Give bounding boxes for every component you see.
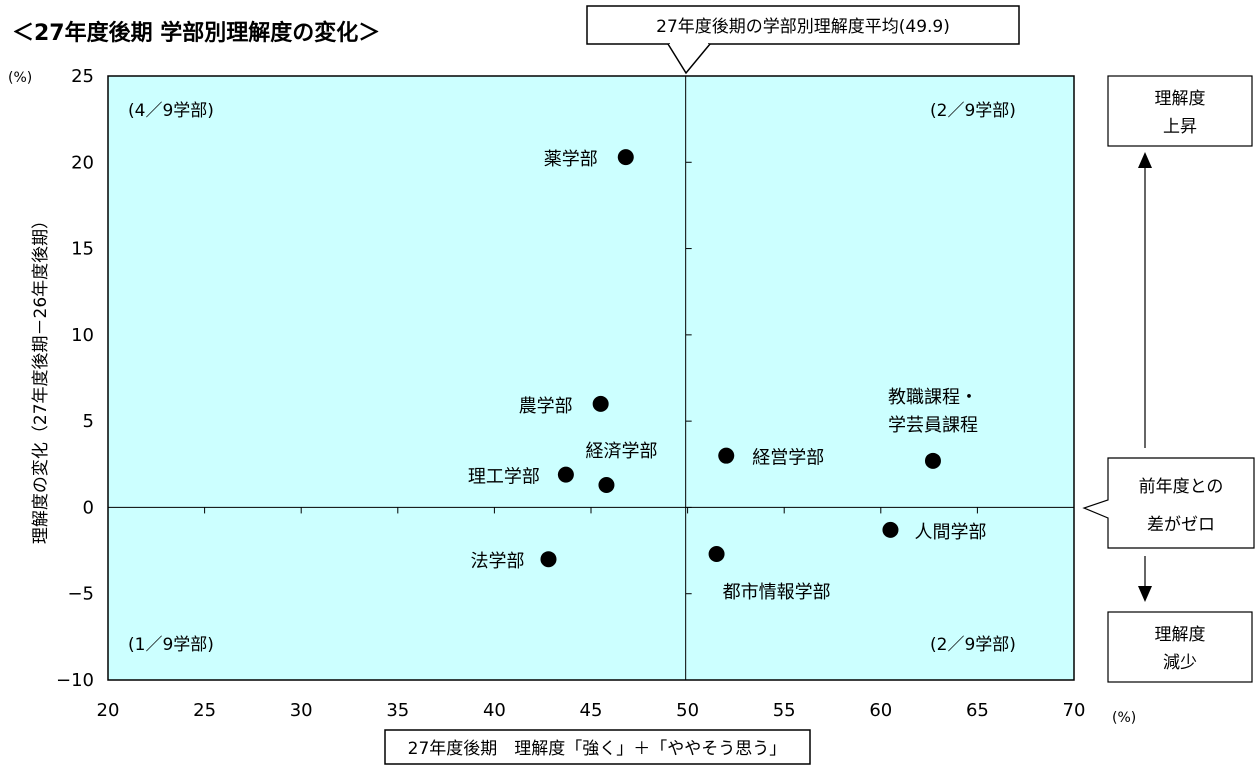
y-tick-label: 20 xyxy=(71,152,94,173)
decrease-box xyxy=(1107,611,1253,683)
data-point xyxy=(617,149,634,166)
point-label: 人間学部 xyxy=(914,522,986,543)
point-label: 農学部 xyxy=(519,396,573,417)
decrease-box-line2: 減少 xyxy=(1163,653,1197,673)
decrease-box-line1: 理解度 xyxy=(1155,625,1206,645)
data-point xyxy=(708,546,725,563)
y-tick-label: 5 xyxy=(83,411,94,432)
increase-box xyxy=(1107,75,1253,147)
plot-area xyxy=(107,75,1075,681)
y-tick-label: −10 xyxy=(56,670,94,691)
quadrant-top-left-label: (4／9学部) xyxy=(128,101,214,121)
zero-callout-line2: 差がゼロ xyxy=(1147,515,1215,535)
data-points xyxy=(540,149,941,568)
point-label: 教職課程・学芸員課程 xyxy=(888,387,978,436)
x-tick-label: 20 xyxy=(97,700,120,721)
x-tick-label: 65 xyxy=(966,700,989,721)
x-tick-label: 50 xyxy=(676,700,699,721)
y-tick-label: 25 xyxy=(71,66,94,87)
y-tick-label: 15 xyxy=(71,239,94,260)
average-callout-pointer xyxy=(667,43,711,75)
data-point xyxy=(540,551,557,568)
zero-callout-box xyxy=(1082,457,1255,549)
quadrant-bottom-left-label: (1／9学部) xyxy=(128,635,214,655)
quadrant-bottom-right-label: (2／9学部) xyxy=(930,635,1016,655)
data-point xyxy=(557,466,574,483)
y-tick-label: −5 xyxy=(67,584,94,605)
quadrant-top-right-label: (2／9学部) xyxy=(930,101,1016,121)
average-callout-box xyxy=(586,5,1020,45)
point-label: 薬学部 xyxy=(544,149,598,170)
x-tick-label: 70 xyxy=(1063,700,1086,721)
x-tick-label: 30 xyxy=(290,700,313,721)
y-tick-label: 0 xyxy=(83,497,94,518)
chart-title: ＜27年度後期 学部別理解度の変化＞ xyxy=(12,20,380,46)
y-axis-label: 理解度の変化（27年度後期－26年度後期） xyxy=(31,212,51,544)
data-point xyxy=(592,395,609,412)
x-tick-labels: 20 25 30 35 40 45 50 55 60 65 70 xyxy=(97,700,1086,721)
point-label: 都市情報学部 xyxy=(723,582,831,603)
point-label: 経営学部 xyxy=(752,448,824,469)
y-tick-label: 10 xyxy=(71,325,94,346)
data-point xyxy=(718,447,735,464)
average-callout-text: 27年度後期の学部別理解度平均(49.9) xyxy=(656,17,950,37)
y-axis-unit: (%) xyxy=(8,70,32,86)
x-tick-label: 55 xyxy=(773,700,796,721)
down-arrow-head xyxy=(1138,586,1152,602)
up-arrow-head xyxy=(1138,152,1152,168)
data-point xyxy=(598,476,615,493)
increase-box-line1: 理解度 xyxy=(1155,89,1206,109)
point-label: 法学部 xyxy=(470,551,524,572)
x-tick-label: 25 xyxy=(193,700,216,721)
point-label: 経済学部 xyxy=(585,441,657,462)
x-tick-label: 35 xyxy=(386,700,409,721)
x-axis-label-box xyxy=(384,729,811,765)
zero-callout-line1: 前年度との xyxy=(1139,477,1224,497)
x-axis-unit: (%) xyxy=(1112,710,1136,726)
x-axis-label: 27年度後期 理解度「強く」＋「ややそう思う」 xyxy=(408,739,787,759)
y-tick-labels: −10 −5 0 5 10 15 20 25 xyxy=(56,66,94,691)
x-tick-label: 60 xyxy=(869,700,892,721)
x-tick-label: 40 xyxy=(483,700,506,721)
data-point xyxy=(924,452,941,469)
data-point xyxy=(882,521,899,538)
reference-lines xyxy=(108,76,1074,680)
increase-box-line2: 上昇 xyxy=(1163,117,1197,137)
point-label: 理工学部 xyxy=(468,467,540,488)
x-tick-label: 45 xyxy=(580,700,603,721)
